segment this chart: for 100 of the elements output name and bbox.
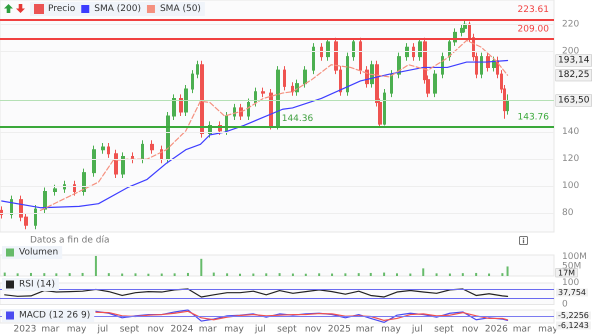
- y-tick-label: 100: [562, 181, 580, 192]
- text: 37,754: [558, 288, 586, 297]
- x-tick-label: 2024: [170, 324, 194, 334]
- x-tick-label: 2026: [484, 324, 508, 334]
- x-tick-label: sept: [434, 324, 454, 334]
- candlestick: [506, 94, 509, 116]
- bar: [506, 266, 509, 276]
- ref-line-label: 143.76: [518, 112, 550, 123]
- candlestick: [418, 38, 422, 62]
- candlestick: [160, 145, 163, 164]
- bar: [4, 272, 6, 276]
- x-tick-label: sept: [277, 324, 298, 334]
- x-tick-label: mar: [356, 324, 374, 334]
- bar: [108, 273, 110, 276]
- line-series: [1, 60, 508, 208]
- bar: [212, 272, 215, 276]
- candlestick: [412, 42, 415, 62]
- bar: [436, 273, 438, 276]
- annotation: 17M: [558, 268, 576, 278]
- candlestick: [191, 70, 194, 94]
- candlestick: [172, 94, 176, 121]
- candlestick: [433, 70, 437, 98]
- x-tick-label: may: [224, 324, 244, 334]
- bar: [134, 273, 136, 276]
- y-tick-label: 200: [562, 46, 580, 56]
- bar: [16, 273, 19, 276]
- x-tick-label: nov: [147, 324, 165, 334]
- candlestick: [283, 66, 286, 91]
- candlestick: [276, 66, 280, 130]
- legend-label: RSI (14): [19, 280, 55, 290]
- candlestick: [486, 52, 490, 72]
- legend-label: Precio: [48, 4, 76, 14]
- x-tick-label: mar: [198, 324, 218, 334]
- candlestick: [121, 152, 125, 179]
- bar: [358, 273, 360, 276]
- candlestick: [390, 70, 393, 98]
- bar: [383, 272, 386, 276]
- legend-label: MACD (12 26 9): [19, 310, 90, 320]
- legend-label: SMA (50): [160, 4, 201, 14]
- candlestick: [141, 140, 144, 164]
- candlestick: [63, 180, 66, 194]
- bar: [68, 273, 71, 276]
- candlestick: [179, 94, 183, 116]
- candlestick: [312, 42, 315, 75]
- candlestick: [200, 60, 204, 138]
- candlestick: [463, 18, 467, 33]
- x-tick-label: jul: [96, 324, 108, 334]
- x-tick-label: mar: [41, 324, 60, 334]
- candlestick: [480, 52, 483, 79]
- candlestick: [359, 37, 362, 75]
- x-tick-label: jul: [410, 324, 423, 334]
- annotation: 182,25: [558, 70, 590, 80]
- annotation: 144.36: [282, 114, 314, 124]
- x-tick-label: mar: [512, 324, 532, 334]
- line-series: [40, 40, 508, 212]
- bar: [318, 273, 320, 276]
- legend-label: SMA (200): [94, 4, 141, 14]
- bar: [278, 273, 281, 276]
- candlestick: [73, 180, 76, 196]
- bar: [174, 273, 176, 276]
- ref-line-label: 209.00: [518, 24, 550, 35]
- candlestick: [291, 82, 294, 96]
- candlestick: [82, 168, 86, 196]
- candlestick: [460, 24, 464, 37]
- candlestick: [43, 186, 47, 214]
- x-tick-label: jul: [254, 324, 266, 334]
- bar: [30, 272, 32, 276]
- candlestick: [34, 204, 37, 230]
- candlestick: [196, 60, 199, 79]
- bar: [422, 268, 424, 276]
- candlestick: [254, 87, 257, 108]
- candlestick: [320, 42, 323, 62]
- x-tick-label: may: [381, 324, 402, 334]
- candlestick: [184, 84, 188, 116]
- line-series: [4, 288, 508, 298]
- candlestick: [233, 103, 236, 121]
- y-tick-label: 80: [562, 208, 574, 218]
- bar: [186, 272, 189, 276]
- candlestick: [166, 111, 170, 164]
- annotation: 163,50: [558, 95, 590, 106]
- candlestick: [10, 195, 13, 220]
- y-tick-label: 140: [562, 127, 580, 138]
- candlestick: [326, 38, 330, 62]
- bar: [501, 273, 504, 276]
- x-tick-label: 2023: [13, 324, 36, 334]
- bar: [55, 273, 58, 276]
- y-tick-label: 0: [562, 300, 568, 310]
- bar: [344, 273, 346, 276]
- candlestick: [405, 42, 409, 62]
- candlestick: [295, 79, 299, 96]
- candlestick: [53, 184, 57, 196]
- text: -5,2256: [558, 311, 589, 320]
- bar: [462, 273, 464, 276]
- x-tick-label: may: [66, 324, 88, 334]
- candlestick: [352, 38, 355, 62]
- candlestick: [269, 88, 273, 130]
- y-tick-label: 100: [562, 278, 580, 288]
- y-tick-label: 220: [562, 19, 580, 30]
- ref-line-label: 223.61: [518, 4, 549, 15]
- bar: [370, 272, 372, 276]
